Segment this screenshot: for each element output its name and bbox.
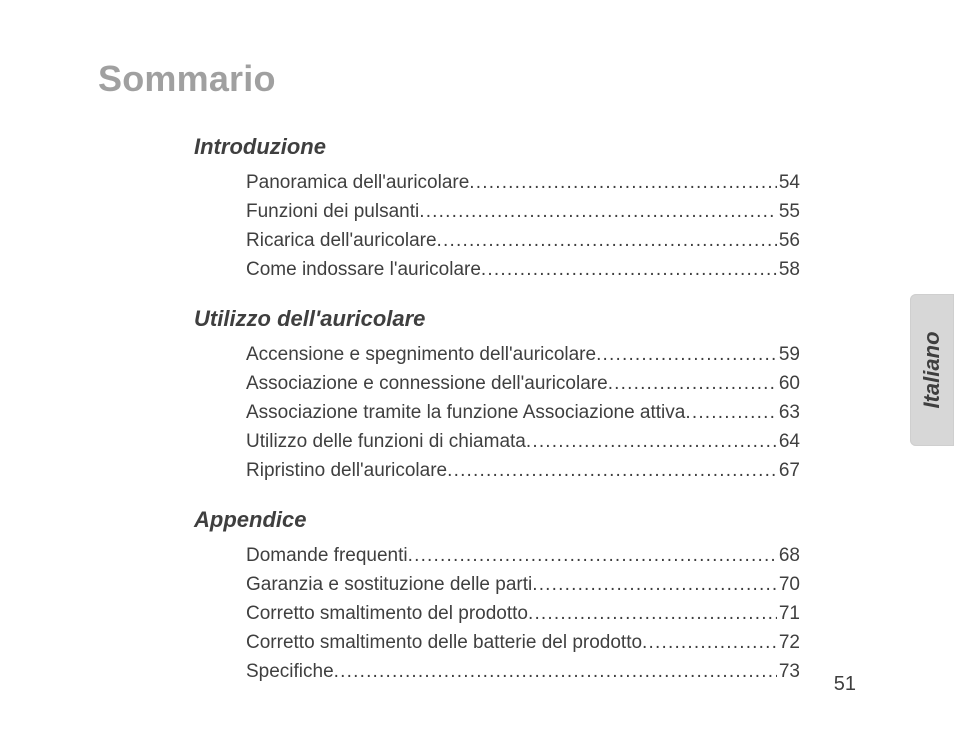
toc-entry: Corretto smaltimento del prodotto 71 [246,603,800,632]
toc-section: Introduzione Panoramica dell'auricolare … [98,134,856,288]
language-tab-label: Italiano [919,331,945,408]
toc-entry: Panoramica dell'auricolare 54 [246,172,800,201]
toc-entry-label: Garanzia e sostituzione delle parti [246,574,532,596]
toc-list: Panoramica dell'auricolare 54 Funzioni d… [246,172,800,288]
toc-entry-page: 68 [777,545,800,567]
toc-entry-page: 59 [777,344,800,366]
toc-entry: Accensione e spegnimento dell'auricolare… [246,344,800,373]
toc-entry-label: Panoramica dell'auricolare [246,172,469,194]
toc-entry-label: Accensione e spegnimento dell'auricolare [246,344,596,366]
toc-entry: Funzioni dei pulsanti 55 [246,201,800,230]
toc-entry-page: 64 [777,431,800,453]
toc-dot-leader [608,373,777,395]
toc-entry: Corretto smaltimento delle batterie del … [246,632,800,661]
toc-entry: Domande frequenti 68 [246,545,800,574]
toc-entry-label: Come indossare l'auricolare [246,259,481,281]
toc-entry: Ripristino dell'auricolare 67 [246,460,800,489]
toc-entry-label: Associazione e connessione dell'auricola… [246,373,608,395]
toc-entry: Ricarica dell'auricolare 56 [246,230,800,259]
toc-dot-leader [334,661,777,683]
toc-dot-leader [685,402,777,424]
toc-dot-leader [532,574,777,596]
toc-entry: Garanzia e sostituzione delle parti 70 [246,574,800,603]
toc-entry-page: 71 [777,603,800,625]
language-tab: Italiano [910,294,954,446]
toc-entry-label: Funzioni dei pulsanti [246,201,419,223]
toc-entry-page: 67 [777,460,800,482]
toc-dot-leader [419,201,777,223]
toc-entry-page: 56 [777,230,800,252]
toc-list: Accensione e spegnimento dell'auricolare… [246,344,800,489]
toc-entry: Come indossare l'auricolare 58 [246,259,800,288]
toc-dot-leader [528,603,777,625]
toc-entry-label: Domande frequenti [246,545,408,567]
toc-entry-label: Utilizzo delle funzioni di chiamata [246,431,526,453]
toc-entry-label: Specifiche [246,661,334,683]
toc-list: Domande frequenti 68 Garanzia e sostituz… [246,545,800,690]
toc-dot-leader [526,431,777,453]
toc-dot-leader [469,172,777,194]
page-number: 51 [834,673,856,696]
document-page: Sommario Introduzione Panoramica dell'au… [0,0,954,742]
section-heading: Utilizzo dell'auricolare [194,306,856,332]
toc-entry-page: 73 [777,661,800,683]
toc-dot-leader [447,460,777,482]
toc-dot-leader [596,344,777,366]
toc-entry-page: 55 [777,201,800,223]
toc-entry: Associazione tramite la funzione Associa… [246,402,800,431]
toc-entry-page: 63 [777,402,800,424]
toc-entry: Specifiche 73 [246,661,800,690]
toc-entry-page: 72 [777,632,800,654]
toc-entry-page: 60 [777,373,800,395]
toc-dot-leader [642,632,777,654]
toc-entry-page: 58 [777,259,800,281]
toc-dot-leader [481,259,777,281]
toc-entry: Associazione e connessione dell'auricola… [246,373,800,402]
toc-dot-leader [408,545,777,567]
section-heading: Appendice [194,507,856,533]
toc-entry-label: Corretto smaltimento del prodotto [246,603,528,625]
toc-entry-label: Ripristino dell'auricolare [246,460,447,482]
toc-entry: Utilizzo delle funzioni di chiamata 64 [246,431,800,460]
toc-entry-label: Associazione tramite la funzione Associa… [246,402,685,424]
toc-entry-page: 70 [777,574,800,596]
section-heading: Introduzione [194,134,856,160]
toc-entry-page: 54 [777,172,800,194]
page-title: Sommario [98,58,856,100]
toc-entry-label: Corretto smaltimento delle batterie del … [246,632,642,654]
toc-section: Utilizzo dell'auricolare Accensione e sp… [98,306,856,489]
toc-dot-leader [437,230,777,252]
toc-entry-label: Ricarica dell'auricolare [246,230,437,252]
toc-section: Appendice Domande frequenti 68 Garanzia … [98,507,856,690]
